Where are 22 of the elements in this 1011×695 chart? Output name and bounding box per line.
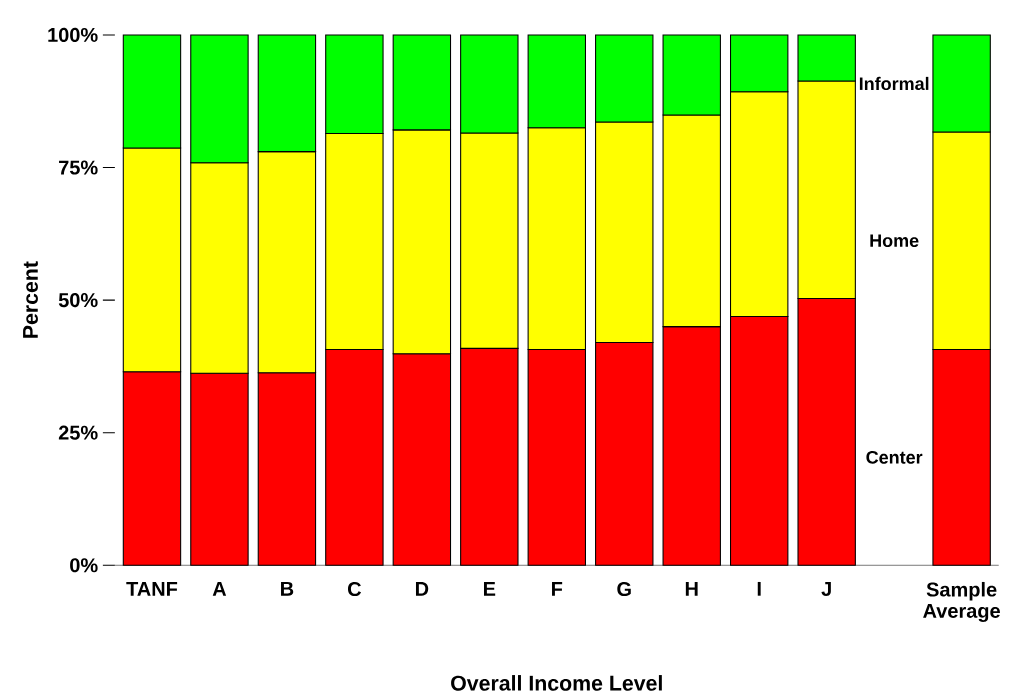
x-tick-label: I — [757, 581, 761, 596]
x-tick-label: E — [484, 581, 496, 596]
y-tick-label: 50% — [58, 292, 98, 308]
x-tick-label: H — [685, 581, 698, 596]
y-tick-label: 0% — [70, 558, 98, 573]
x-tick-label: A — [212, 581, 227, 596]
series-label: Home — [870, 234, 919, 247]
x-tick-label: D — [415, 581, 429, 596]
y-tick-label: 75% — [59, 160, 98, 175]
x-tick-label: C — [347, 581, 362, 597]
x-tick-label: G — [617, 581, 631, 597]
y-tick-label: 100% — [48, 27, 98, 42]
series-label: Informal — [859, 76, 929, 90]
y-axis-title: Percent — [23, 261, 38, 338]
x-axis-title: Overall Income Level — [451, 675, 662, 691]
x-tick-label: TANF — [126, 581, 178, 596]
x-tick-label: Sample Average — [923, 581, 1000, 622]
series-label: Center — [866, 450, 923, 464]
x-tick-label: J — [821, 581, 831, 596]
y-tick-label: 25% — [58, 425, 98, 440]
x-tick-label: F — [552, 581, 563, 596]
x-tick-label: B — [281, 581, 294, 596]
